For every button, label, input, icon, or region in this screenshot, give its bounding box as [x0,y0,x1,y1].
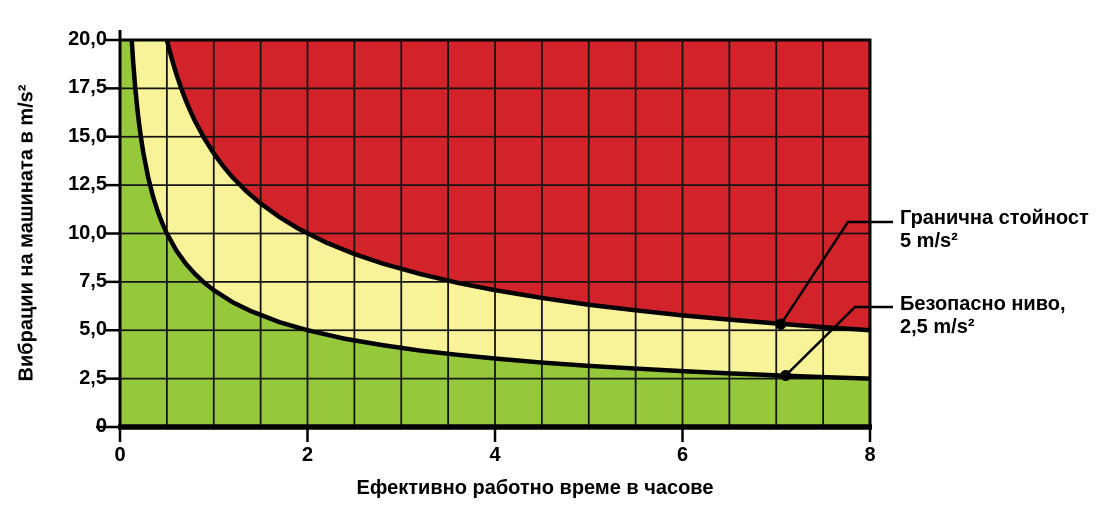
annotation-safe-level: Безопасно ниво, 2,5 m/s² [900,293,1066,339]
y-tick-label: 5,0 [79,318,107,341]
x-tick-label: 4 [489,444,501,466]
annotation-dot-limit [775,318,787,330]
annotation-limit-line1: Гранична стойност [900,207,1089,229]
safe-level-curve [129,39,871,381]
annotation-limit-line2: 5 m/s² [900,230,958,252]
x-tick-label: 8 [864,444,876,466]
y-tick-label: 2,5 [79,366,107,389]
leader-line-limit [779,220,893,325]
y-tick-label: 20,0 [68,28,107,50]
x-tick-label: 6 [676,444,689,466]
annotation-safe-line1: Безопасно ниво, [900,293,1066,315]
limit-value-curve [164,39,871,333]
y-tick-label: 15,0 [68,124,107,147]
leader-line-safe [784,305,893,377]
annotation-limit-value: Гранична стойност 5 m/s² [900,207,1089,253]
y-tick-label: 17,5 [68,76,107,99]
x-axis-title: Ефективно работно време в часове [356,477,714,499]
annotation-dot-safe [780,370,792,382]
x-tick-label: 0 [114,444,126,466]
y-tick-label: 10,0 [68,221,107,244]
y-tick-label: 7,5 [79,269,107,292]
x-tick-label: 2 [301,444,314,466]
annotation-safe-line2: 2,5 m/s² [900,316,975,338]
y-tick-label: 0 [95,415,107,437]
y-tick-label: 12,5 [68,173,107,196]
